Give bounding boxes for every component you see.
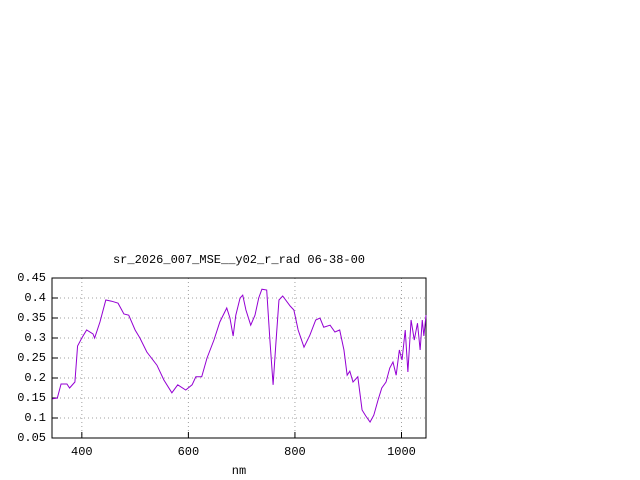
- y-tick-label: 0.3: [24, 331, 46, 345]
- y-tick-label: 0.45: [17, 271, 46, 285]
- y-tick-label: 0.15: [17, 391, 46, 405]
- y-tick-label: 0.25: [17, 351, 46, 365]
- x-tick-label: 1000: [387, 445, 416, 459]
- y-tick-label: 0.05: [17, 431, 46, 445]
- y-tick-label: 0.4: [24, 291, 46, 305]
- y-tick-label: 0.2: [24, 371, 46, 385]
- x-tick-label: 600: [178, 445, 200, 459]
- plot-border: [51, 277, 427, 439]
- x-tick-label: 800: [284, 445, 306, 459]
- chart-title: sr_2026_007_MSE__y02_r_rad 06-38-00: [113, 253, 365, 267]
- y-tick-label: 0.35: [17, 311, 46, 325]
- x-axis-label: nm: [232, 464, 246, 478]
- y-tick-label: 0.1: [24, 411, 46, 425]
- x-tick-label: 400: [71, 445, 93, 459]
- data-line: [52, 288, 427, 423]
